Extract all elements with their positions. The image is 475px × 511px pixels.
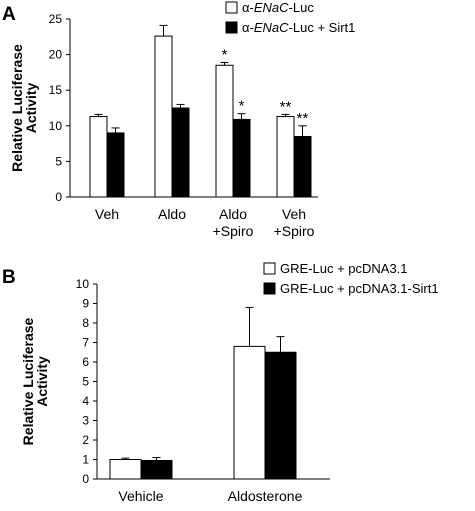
y-axis-title: Relative LuciferaseActivity <box>9 44 39 172</box>
x-category-label: Veh <box>282 206 306 222</box>
x-category-label: Aldo <box>158 206 186 222</box>
legend-swatch <box>263 262 276 275</box>
bar <box>106 132 125 198</box>
significance-marker: ** <box>280 98 292 115</box>
legend-label-part: GRE-Luc + pcDNA3.1 <box>280 261 408 276</box>
legend-label-part: -Luc + Sirt1 <box>289 20 356 35</box>
bar <box>276 116 295 198</box>
y-tick-label: 3 <box>82 414 89 428</box>
y-tick-label: 2 <box>82 433 89 447</box>
bar <box>89 116 108 198</box>
y-tick-label: 10 <box>76 277 90 291</box>
bar <box>154 35 173 198</box>
bar <box>264 351 297 480</box>
y-tick-label: 15 <box>49 83 63 97</box>
y-axis-title-line: Activity <box>34 356 50 407</box>
legend-label: GRE-Luc + pcDNA3.1-Sirt1 <box>280 281 439 296</box>
legend-swatch <box>225 21 238 34</box>
legend-label-part: α- <box>242 0 254 15</box>
chart-panel-A: A 0 5 10 15 20 25 Relative LuciferaseActivity Ve… <box>2 0 355 239</box>
legend-label-part: GRE-Luc + pcDNA3.1-Sirt1 <box>280 281 439 296</box>
y-axis-title: Relative LuciferaseActivity <box>20 317 50 445</box>
y-tick-label: 10 <box>49 119 63 133</box>
y-axis-title-line: Relative Luciferase <box>9 44 25 172</box>
legend-label: GRE-Luc + pcDNA3.1 <box>280 261 408 276</box>
y-axis-title-line: Relative Luciferase <box>20 317 36 445</box>
y-tick-label: 5 <box>82 375 89 389</box>
x-category-label: +Spiro <box>213 223 254 239</box>
y-tick-label: 5 <box>55 154 62 168</box>
significance-marker: * <box>239 98 245 115</box>
bar <box>109 459 142 480</box>
bar <box>233 345 266 480</box>
y-tick-label: 20 <box>49 48 63 62</box>
legend-label-part: -Luc <box>289 0 315 15</box>
legend-swatch <box>263 282 276 295</box>
y-tick-label: 25 <box>49 12 63 26</box>
legend-label-part: α- <box>242 20 254 35</box>
significance-marker: ** <box>297 110 309 127</box>
legend-label-part: ENaC <box>254 0 289 15</box>
bar <box>140 459 173 480</box>
bar <box>293 135 312 198</box>
y-tick-label: 8 <box>82 316 89 330</box>
y-tick-label: 1 <box>82 453 89 467</box>
bar <box>232 118 251 198</box>
y-tick-label: 0 <box>82 472 89 486</box>
x-category-label: Veh <box>95 206 119 222</box>
y-tick-label: 6 <box>82 355 89 369</box>
legend-swatch <box>225 1 238 14</box>
panel-label: A <box>2 4 16 25</box>
y-tick-label: 7 <box>82 336 89 350</box>
legend-label: α-ENaC-Luc + Sirt1 <box>242 20 355 35</box>
significance-marker: * <box>222 46 228 63</box>
x-category-label: Vehicle <box>118 488 163 504</box>
x-category-label: Aldo <box>219 206 247 222</box>
legend-label-part: ENaC <box>254 20 289 35</box>
x-category-label: +Spiro <box>274 223 315 239</box>
y-tick-label: 4 <box>82 394 89 408</box>
panel-label: B <box>2 267 16 288</box>
y-tick-label: 0 <box>55 190 62 204</box>
y-axis-title-line: Activity <box>23 83 39 134</box>
bar <box>215 64 234 198</box>
legend-label: α-ENaC-Luc <box>242 0 314 15</box>
chart-panel-B: B 0 1 2 3 4 5 6 7 8 9 10 Relative LuciferaseActivity… <box>2 261 439 504</box>
x-category-label: Aldosterone <box>228 488 303 504</box>
bar <box>171 107 190 198</box>
y-tick-label: 9 <box>82 297 89 311</box>
